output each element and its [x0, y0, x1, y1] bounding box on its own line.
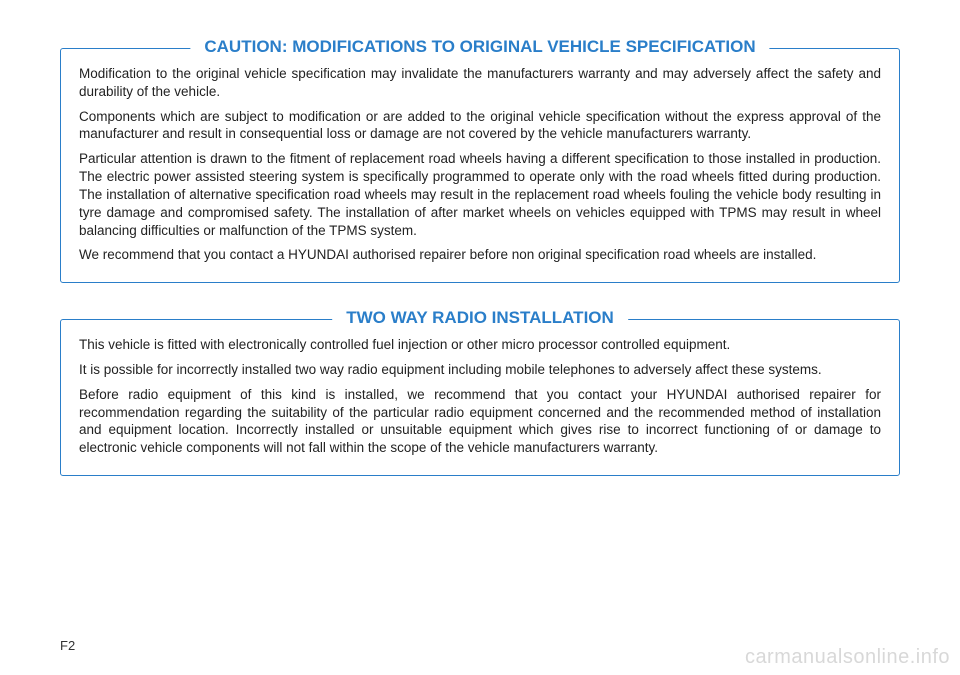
- radio-box: TWO WAY RADIO INSTALLATION This vehicle …: [60, 319, 900, 476]
- radio-paragraph: It is possible for incorrectly installed…: [79, 361, 881, 379]
- caution-paragraph: Particular attention is drawn to the fit…: [79, 150, 881, 239]
- radio-paragraph: This vehicle is fitted with electronical…: [79, 336, 881, 354]
- caution-paragraph: Components which are subject to modifica…: [79, 108, 881, 144]
- radio-paragraph: Before radio equipment of this kind is i…: [79, 386, 881, 457]
- radio-box-title: TWO WAY RADIO INSTALLATION: [332, 308, 628, 328]
- watermark-text: carmanualsonline.info: [745, 646, 950, 669]
- caution-box: CAUTION: MODIFICATIONS TO ORIGINAL VEHIC…: [60, 48, 900, 283]
- caution-paragraph: Modification to the original vehicle spe…: [79, 65, 881, 101]
- caution-box-title: CAUTION: MODIFICATIONS TO ORIGINAL VEHIC…: [190, 37, 769, 57]
- page-number: F2: [60, 638, 75, 653]
- caution-paragraph: We recommend that you contact a HYUNDAI …: [79, 246, 881, 264]
